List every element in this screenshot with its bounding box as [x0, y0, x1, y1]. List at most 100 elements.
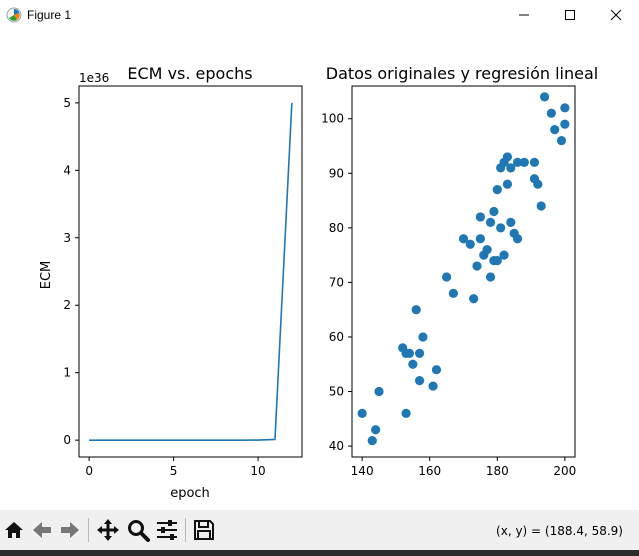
x-tick-label: 0 — [85, 464, 93, 478]
scatter-point — [492, 255, 502, 266]
navigation-toolbar: (x, y) = (188.4, 58.9) — [0, 510, 639, 550]
forward-icon — [61, 522, 79, 538]
subplots-button[interactable] — [153, 516, 181, 544]
y-tick-label: 1 — [63, 366, 71, 380]
scatter-point — [414, 376, 425, 386]
scatter-point — [502, 152, 513, 162]
y-tick-label: 3 — [63, 231, 71, 245]
ecm-chart: ECM vs. epochs 1e36 epoch ECM 0 5 10 0 1 2 3 4 5 — [39, 64, 303, 501]
scatter-point — [408, 359, 418, 369]
scatter-point — [371, 425, 381, 435]
scatter-point — [560, 119, 570, 129]
forward-button[interactable] — [56, 516, 84, 544]
x-tick-label: 5 — [170, 464, 178, 478]
y-tick-label: 70 — [329, 275, 344, 289]
chart-title: ECM vs. epochs — [127, 64, 252, 83]
scatter-point — [496, 223, 506, 233]
save-icon — [194, 520, 214, 540]
scatter-point — [519, 157, 529, 167]
y-tick-label: 100 — [321, 112, 344, 126]
x-tick-label: 200 — [553, 464, 576, 478]
scatter-point — [428, 381, 438, 391]
scatter-point — [560, 103, 570, 113]
scatter-point — [506, 217, 516, 227]
scatter-point — [357, 408, 367, 418]
y-tick-label: 90 — [329, 166, 344, 180]
x-tick-label: 160 — [418, 464, 441, 478]
scatter-point — [414, 348, 425, 358]
scatter-point — [475, 234, 485, 244]
axes-frame — [351, 85, 576, 458]
save-button[interactable] — [190, 516, 218, 544]
scatter-point — [533, 179, 543, 189]
scatter-point — [442, 272, 452, 282]
scatter-point — [485, 272, 496, 282]
y-tick-label: 40 — [329, 439, 344, 453]
y-tick-label: 0 — [63, 433, 71, 447]
scatter-point — [512, 157, 523, 167]
toolbar-separator — [88, 518, 89, 542]
minimize-button[interactable] — [501, 0, 547, 30]
figure-canvas[interactable]: ECM vs. epochs 1e36 epoch ECM 0 5 10 0 1 2 3 4 5… — [0, 30, 639, 510]
scatter-point — [499, 250, 509, 260]
back-button[interactable] — [28, 516, 56, 544]
y-tick-label: 5 — [63, 96, 71, 110]
scatter-point — [489, 206, 499, 217]
subplots-icon — [157, 520, 177, 540]
scatter-point — [472, 261, 482, 271]
y-tick-label: 60 — [329, 330, 344, 344]
scatter-point — [492, 185, 502, 195]
scatter-point — [475, 212, 485, 222]
zoom-icon — [128, 520, 150, 542]
matplotlib-app-icon — [6, 7, 22, 23]
x-tick-label: 140 — [351, 464, 374, 478]
scatter-point — [469, 294, 479, 304]
scatter-point — [550, 125, 560, 135]
close-button[interactable] — [593, 0, 639, 30]
y-tick-label: 2 — [63, 298, 71, 312]
scatter-point — [539, 92, 550, 102]
back-icon — [33, 522, 51, 538]
scatter-point — [411, 305, 421, 315]
home-icon — [5, 522, 23, 538]
pan-button[interactable] — [94, 516, 122, 544]
x-tick-label: 10 — [250, 464, 265, 478]
figure-svg: ECM vs. epochs 1e36 epoch ECM 0 5 10012345… — [39, 64, 598, 501]
scatter-point — [506, 163, 516, 173]
scatter-point — [465, 239, 475, 249]
scatter-chart: Datos originales y regresión lineal 140 1… — [321, 64, 598, 478]
scatter-point — [418, 332, 428, 342]
coordinate-readout: (x, y) = (188.4, 58.9) — [496, 524, 623, 538]
scatter-point — [502, 179, 513, 189]
scatter-point — [556, 135, 567, 146]
toolbar-separator — [185, 518, 186, 542]
x-tick-label: 180 — [486, 464, 509, 478]
scatter-point — [529, 157, 540, 167]
scatter-point — [536, 201, 546, 211]
ecm-series-line — [89, 102, 293, 441]
x-axis-label: epoch — [170, 486, 210, 501]
scatter-point — [374, 386, 384, 397]
window-titlebar: Figure 1 — [0, 0, 639, 30]
scatter-point — [546, 108, 556, 118]
scatter-point — [404, 348, 415, 358]
maximize-button[interactable] — [547, 0, 593, 30]
scatter-point — [448, 288, 458, 298]
scatter-point — [485, 217, 496, 227]
y-tick-label: 80 — [329, 221, 344, 235]
zoom-button[interactable] — [124, 516, 152, 544]
pan-icon — [97, 519, 119, 541]
chart-title: Datos originales y regresión lineal — [326, 64, 598, 83]
scatter-point — [401, 408, 411, 418]
window-title: Figure 1 — [27, 8, 72, 22]
y-tick-label: 4 — [63, 163, 71, 177]
scatter-point — [458, 234, 469, 244]
scatter-point — [431, 365, 442, 375]
scatter-point — [367, 436, 377, 446]
axes-frame — [78, 85, 303, 458]
home-button[interactable] — [0, 516, 28, 544]
y-axis-label: ECM — [39, 261, 54, 290]
y-offset-label: 1e36 — [79, 71, 109, 85]
status-strip — [0, 550, 639, 556]
scatter-point — [512, 234, 523, 244]
